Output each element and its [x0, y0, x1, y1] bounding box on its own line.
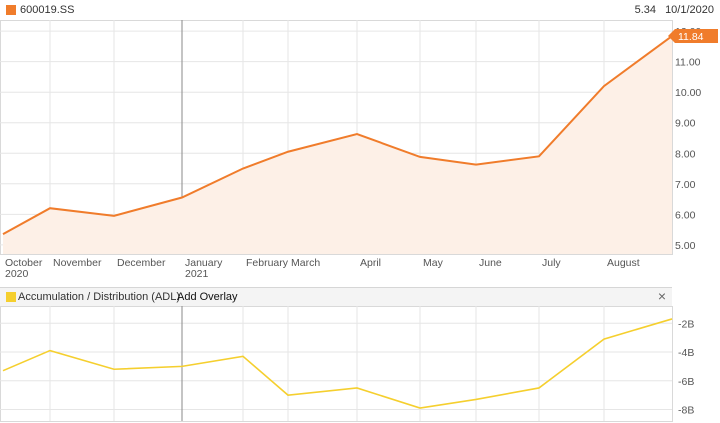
header-date: 10/1/2020 [665, 4, 714, 16]
last-value-badge [668, 29, 718, 44]
chart-header: 600019.SS 5.34 10/1/2020 [0, 0, 720, 20]
price-x-tick-label: August [607, 257, 640, 269]
price-x-tick-label: December [117, 257, 166, 269]
indicator-header: Accumulation / Distribution (ADL) Add Ov… [0, 287, 672, 307]
symbol-label: 600019.SS [20, 4, 75, 16]
price-x-tick-label: June [479, 257, 502, 269]
price-y-tick-label: 7.00 [675, 179, 696, 191]
price-y-tick-label: 9.00 [675, 118, 696, 130]
header-info: 5.34 10/1/2020 [629, 4, 714, 16]
price-x-tick-label: July [542, 257, 561, 269]
price-x-tick-label: May [423, 257, 444, 269]
price-x-tick-label: November [53, 257, 102, 269]
add-overlay-button[interactable]: Add Overlay [177, 291, 238, 303]
price-x-tick-year: 2021 [185, 268, 209, 280]
price-x-tick-label: March [291, 257, 320, 269]
last-price: 5.34 [634, 4, 656, 16]
price-x-tick-label: February [246, 257, 289, 269]
adl-series-line [2, 318, 673, 409]
series-color-swatch [6, 5, 16, 15]
price-y-tick-label: 6.00 [675, 209, 696, 221]
price-area-fill [3, 36, 672, 254]
price-x-tick-label: April [360, 257, 381, 269]
price-y-tick-label: 11.00 [675, 57, 701, 69]
adl-y-tick-label: -4B [678, 347, 694, 359]
price-x-tick-label: January [185, 257, 223, 269]
adl-y-tick-label: -2B [678, 318, 694, 330]
price-plot-frame [0, 20, 673, 255]
close-indicator-icon[interactable]: × [657, 288, 666, 304]
price-x-tick-year: 2020 [5, 268, 29, 280]
indicator-color-swatch [6, 292, 16, 302]
price-y-tick-label: 8.00 [675, 148, 696, 160]
price-y-tick-label: 5.00 [675, 240, 696, 252]
adl-y-tick-label: -6B [678, 376, 694, 388]
price-chart[interactable]: 5.006.007.008.009.0010.0011.0012.00Octob… [0, 0, 720, 287]
price-y-tick-label: 10.00 [675, 87, 701, 99]
adl-y-tick-label: -8B [678, 405, 694, 417]
last-value-label: 11.84 [678, 31, 704, 43]
adl-plot-frame [0, 306, 673, 422]
indicator-label: Accumulation / Distribution (ADL) [18, 291, 181, 303]
price-series-line [2, 35, 673, 236]
price-x-tick-label: October [5, 257, 43, 269]
